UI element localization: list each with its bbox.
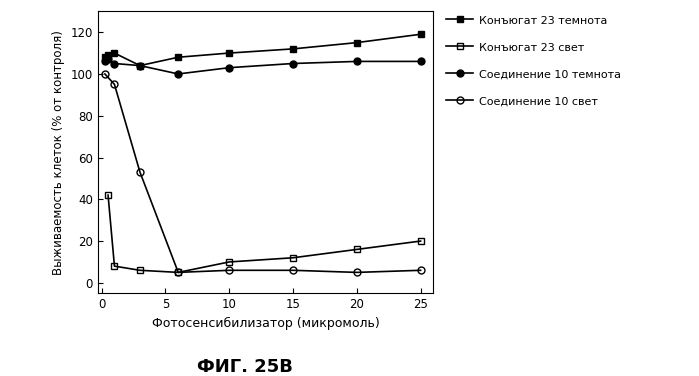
Соединение 10 темнота bbox=[110, 61, 119, 66]
Конъюгат 23 темнота bbox=[174, 55, 182, 59]
Конъюгат 23 свет bbox=[289, 256, 297, 260]
X-axis label: Фотосенсибилизатор (микромоль): Фотосенсибилизатор (микромоль) bbox=[152, 317, 380, 330]
Legend: Конъюгат 23 темнота, Конъюгат 23 свет, Соединение 10 темнота, Соединение 10 свет: Конъюгат 23 темнота, Конъюгат 23 свет, С… bbox=[442, 11, 624, 110]
Соединение 10 темнота bbox=[136, 63, 144, 68]
Конъюгат 23 свет bbox=[110, 264, 119, 268]
Соединение 10 свет bbox=[110, 82, 119, 86]
Конъюгат 23 темнота bbox=[289, 47, 297, 51]
Конъюгат 23 свет bbox=[352, 247, 361, 252]
Конъюгат 23 темнота bbox=[101, 55, 109, 59]
Line: Конъюгат 23 темнота: Конъюгат 23 темнота bbox=[101, 31, 424, 69]
Соединение 10 темнота bbox=[104, 57, 113, 62]
Соединение 10 свет bbox=[289, 268, 297, 273]
Соединение 10 свет bbox=[352, 270, 361, 274]
Соединение 10 свет bbox=[136, 170, 144, 174]
Конъюгат 23 свет bbox=[104, 193, 113, 197]
Конъюгат 23 свет bbox=[136, 268, 144, 273]
Соединение 10 свет bbox=[101, 72, 109, 76]
Соединение 10 темнота bbox=[101, 59, 109, 64]
Соединение 10 свет bbox=[417, 268, 425, 273]
Соединение 10 темнота bbox=[289, 61, 297, 66]
Конъюгат 23 темнота bbox=[225, 51, 233, 55]
Text: ФИГ. 25В: ФИГ. 25В bbox=[196, 358, 293, 376]
Конъюгат 23 темнота bbox=[104, 53, 113, 58]
Y-axis label: Выживаемость клеток (% от контроля): Выживаемость клеток (% от контроля) bbox=[52, 30, 65, 275]
Конъюгат 23 темнота bbox=[136, 63, 144, 68]
Конъюгат 23 свет bbox=[225, 260, 233, 264]
Конъюгат 23 свет bbox=[174, 270, 182, 274]
Line: Конъюгат 23 свет: Конъюгат 23 свет bbox=[105, 192, 424, 276]
Соединение 10 свет bbox=[225, 268, 233, 273]
Line: Соединение 10 темнота: Соединение 10 темнота bbox=[101, 56, 424, 77]
Соединение 10 темнота bbox=[417, 59, 425, 64]
Конъюгат 23 темнота bbox=[352, 40, 361, 45]
Соединение 10 свет bbox=[174, 270, 182, 274]
Соединение 10 темнота bbox=[174, 72, 182, 76]
Соединение 10 темнота bbox=[352, 59, 361, 64]
Line: Соединение 10 свет: Соединение 10 свет bbox=[101, 70, 424, 276]
Конъюгат 23 свет bbox=[417, 239, 425, 243]
Конъюгат 23 темнота bbox=[417, 32, 425, 36]
Конъюгат 23 темнота bbox=[110, 51, 119, 55]
Соединение 10 темнота bbox=[225, 65, 233, 70]
